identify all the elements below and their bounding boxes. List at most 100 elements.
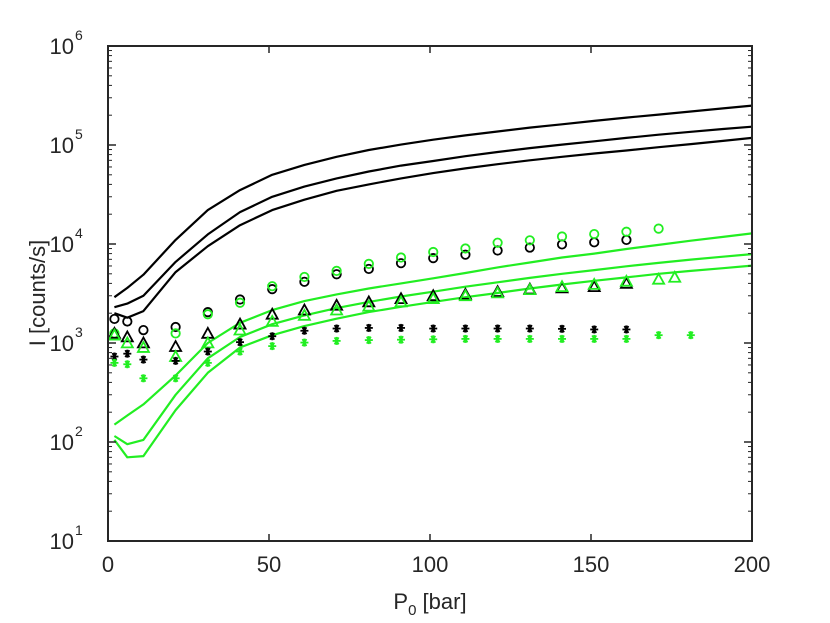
data-point-circle [460,243,471,254]
data-point-triangle [426,288,441,302]
y-tick-exponent: 5 [75,126,83,142]
data-point-asterisk [110,358,119,367]
data-point-triangle [107,327,122,341]
x-tick-label: 50 [257,552,281,577]
series-green-asterisks [110,331,695,383]
data-point-asterisk [493,324,502,333]
data-point-triangle [619,273,634,287]
data-point-circle [234,297,246,308]
data-point-asterisk [332,336,341,345]
data-point-circle [556,231,568,242]
data-point-circle [428,253,439,264]
data-point-triangle [329,302,344,316]
data-point-asterisk [300,326,309,335]
data-point-triangle [120,329,135,343]
data-point-triangle [490,285,505,299]
data-point-asterisk [110,352,119,361]
series-black-line-lower [114,136,753,319]
data-point-circle [589,237,600,248]
data-point-asterisk [203,358,212,367]
data-point-triangle [232,322,248,336]
data-point-circle [653,223,664,234]
data-point-circle [428,246,439,258]
data-point-circle [331,265,342,276]
series-line [114,125,753,309]
data-point-asterisk [139,355,148,364]
data-point-asterisk [590,334,599,343]
data-point-circle [299,271,310,283]
series-line [113,253,753,446]
y-tick-exponent: 2 [75,423,83,439]
y-tick-exponent: 1 [75,522,83,538]
series-black-circles [109,234,632,336]
data-point-asterisk [686,331,695,340]
data-point-asterisk [558,324,567,333]
data-point-triangle [393,291,409,305]
x-tick-label: 200 [734,552,771,577]
data-point-circle [202,309,213,320]
data-point-circle [170,321,181,333]
data-point-asterisk [203,347,212,356]
y-tick-exponent: 4 [75,225,83,241]
y-tick-label: 10 [50,430,74,455]
data-point-circle [138,324,149,336]
series-line [113,264,753,459]
data-point-asterisk [332,324,341,333]
series-black-asterisks [110,323,631,365]
series-line [114,136,753,319]
data-point-triangle [120,335,135,349]
data-point-asterisk [123,360,132,369]
series-green-line-lower [113,264,753,459]
data-point-circle [621,234,632,246]
data-point-circle [267,284,278,295]
x-axis-label: P0 [bar] [393,589,466,619]
data-point-circle [492,237,503,248]
data-point-asterisk [590,325,599,334]
y-tick-label: 10 [50,133,74,158]
data-point-asterisk [429,335,438,344]
data-point-circle [363,258,374,269]
data-point-circle [460,249,471,260]
data-point-circle [395,258,407,269]
data-point-asterisk [364,323,373,332]
series-green-line-middle [113,253,753,446]
data-point-triangle [136,340,151,353]
data-point-triangle [426,291,441,305]
data-point-triangle [329,298,344,311]
data-point-triangle [361,294,376,308]
data-point-circle [331,269,342,280]
data-point-asterisk [461,334,470,343]
y-tick-label: 10 [50,331,74,356]
data-point-asterisk [525,324,534,333]
y-tick-exponent: 3 [75,324,83,340]
data-point-circle [109,313,120,325]
data-point-asterisk [622,325,631,334]
data-point-circle [589,228,600,240]
y-axis-label: I [counts/s] [25,240,50,346]
data-point-circle [621,226,632,237]
data-point-circle [395,252,407,263]
data-point-circle [170,328,181,339]
data-point-triangle [587,277,602,290]
data-point-asterisk [171,374,180,383]
data-point-triangle [587,279,602,293]
axes-box [107,45,753,542]
x-tick-label: 0 [102,552,114,577]
data-point-asterisk [558,334,567,343]
series-green-line-upper [113,232,753,426]
series-green-triangles [107,270,682,362]
data-point-asterisk [493,334,502,343]
data-point-triangle [297,302,312,316]
series-black-line-upper [113,104,753,299]
data-point-triangle [361,298,376,312]
series-line [113,232,753,426]
data-point-asterisk [300,338,309,347]
y-tick-label: 10 [50,529,74,554]
data-point-asterisk [461,324,470,333]
data-point-asterisk [236,338,245,347]
data-point-asterisk [123,349,132,358]
data-point-asterisk [236,347,245,356]
data-point-circle [524,235,535,246]
data-point-triangle [619,276,634,289]
